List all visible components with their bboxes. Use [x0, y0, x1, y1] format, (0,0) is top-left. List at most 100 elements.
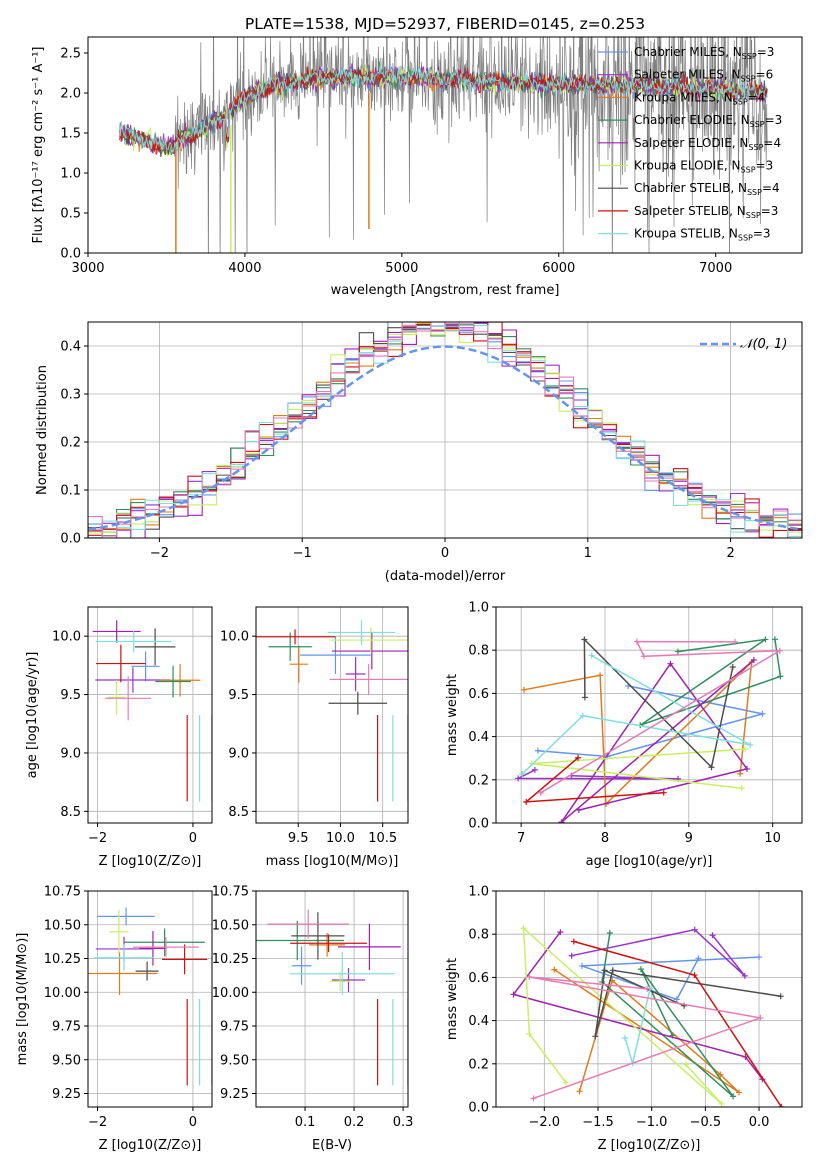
weight_vs_Z-ytick-label: 0.6	[468, 971, 489, 986]
age_vs_Z-frame	[87, 606, 213, 824]
weight_vs_Z-xtick-label: −1.5	[582, 1115, 614, 1130]
spectrum-model-line-7	[118, 66, 768, 155]
mass_vs_Z-panel: −2 0 9.25 9.50 9.75 10.00 10.25 10.50 10.75 Z [lo…	[15, 885, 213, 1153]
age_vs_Z-ylabel: age [log10(age/yr)]	[25, 652, 40, 779]
legend-eq: =3	[761, 204, 779, 218]
weight-line-1	[571, 928, 746, 977]
weight_vs_Z-ytick-label: 0.4	[468, 1014, 489, 1029]
weight-line-0	[581, 956, 760, 1001]
legend-text: Kroupa STELIB, N	[634, 227, 738, 241]
spectrum-model-line-8	[118, 65, 768, 153]
legend-label: Chabrier STELIB, NSSP=4	[634, 181, 780, 197]
weight-line-8	[521, 654, 751, 775]
spectrum-ytick-label: 1.0	[60, 167, 81, 182]
spectrum-ytick-label: 0.5	[60, 207, 81, 222]
spectrum-xtick-label: 5000	[385, 261, 418, 276]
weight-line-5	[531, 748, 746, 789]
spectrum-ylabel-text: Flux [fλ10⁻¹⁷ erg cm⁻² s⁻¹ A⁻¹]	[31, 47, 46, 244]
legend-eq: =3	[765, 113, 783, 127]
weight-line-7	[523, 757, 664, 803]
weight-marker	[537, 789, 544, 796]
legend-text: Salpeter MILES, N	[634, 68, 741, 82]
parameter-panels: −2 0 8.5 9.0 9.5 10.0 Z [log10(Z/Z⊙)] age [log1…	[15, 601, 803, 1153]
residual-ylabel: Normed distribution	[35, 365, 50, 495]
weight_vs_Z-panel: −2.0 −1.5 −1.0 −0.5 0.0 0.0 0.2 0.4 0.6 0.8 1.0 Z […	[445, 885, 803, 1153]
age_vs_Z-xtick-label: −2	[88, 831, 107, 846]
spectrum-frame	[87, 36, 803, 254]
spectrum-ticks: 3000 4000 5000 6000 7000 0.0 0.5 1.0 1.5 2.0 2.5	[60, 47, 732, 277]
weight-line-9	[540, 640, 781, 794]
spectrum-ytick-label: 2.5	[60, 47, 81, 62]
spectrum-xlabel: wavelength [Angstrom, rest frame]	[331, 283, 560, 298]
residual-legend: 𝒩(0, 1)	[700, 337, 787, 352]
spectrum-panel: PLATE=1538, MJD=52937, FIBERID=0145, z=0…	[31, 15, 803, 298]
age_vs_mass-ytick-label: 8.5	[228, 805, 249, 820]
age_vs_mass-ytick-label: 9.0	[228, 746, 249, 761]
weight_vs_Z-xtick-label: −1.0	[636, 1115, 668, 1130]
legend-eq: =3	[753, 227, 771, 241]
weight_vs_Z-xtick-label: −2.0	[529, 1115, 561, 1130]
legend-sub: SSP	[733, 97, 748, 106]
legend-sub: SSP	[742, 52, 757, 61]
weight_vs_Z-xtick-label: 0.0	[749, 1115, 770, 1130]
weight_vs_age-panel: 7 8 9 10 0.0 0.2 0.4 0.6 0.8 1.0 age [log10(age/yr…	[445, 601, 803, 869]
residual-hist-9	[88, 322, 802, 538]
mass_vs_ebv-ytick-label: 10.75	[212, 885, 249, 900]
residual-xlabel: (data-model)/error	[385, 569, 506, 584]
weight_vs_Z-ytick-label: 1.0	[468, 885, 489, 900]
weight_vs_age-ytick-label: 0.6	[468, 687, 489, 702]
legend-label: Salpeter ELODIE, NSSP=4	[634, 136, 781, 152]
legend-label: Kroupa STELIB, NSSP=3	[634, 227, 771, 243]
mass_vs_Z-ytick-label: 9.25	[52, 1087, 81, 1102]
age_vs_Z-panel: −2 0 8.5 9.0 9.5 10.0 Z [log10(Z/Z⊙)] age [log1…	[25, 606, 213, 869]
age_vs_Z-xlabel: Z [log10(Z/Z⊙)]	[99, 854, 202, 869]
mass_vs_ebv-xtick-label: 0.3	[393, 1115, 414, 1130]
legend-sub: SSP	[741, 75, 756, 84]
weight_vs_Z-ytick-label: 0.0	[468, 1101, 489, 1116]
age_vs_mass-xtick-label: 9.5	[288, 831, 309, 846]
spectrum-ytick-label: 0.0	[60, 247, 81, 262]
mass_vs_Z-ytick-label: 10.00	[44, 986, 81, 1001]
age_vs_mass-ytick-label: 10.0	[220, 630, 249, 645]
age_vs_mass-ytick-label: 9.5	[228, 688, 249, 703]
weight_vs_age-ytick-label: 0.2	[468, 773, 489, 788]
spectrum-ytick-label: 1.5	[60, 127, 81, 142]
mass_vs_ebv-ytick-label: 9.25	[220, 1087, 249, 1102]
weight_vs_age-xtick-label: 9	[685, 831, 693, 846]
residual-ytick-label: 0.0	[60, 532, 81, 547]
weight-line-4	[512, 931, 763, 1080]
mass_vs_Z-ytick-label: 9.50	[52, 1053, 81, 1068]
legend-text: Kroupa MILES, N	[634, 90, 733, 104]
age_vs_mass-xtick-label: 10.0	[326, 831, 355, 846]
mass_vs_Z-ytick-label: 10.25	[44, 952, 81, 967]
legend-eq: =4	[763, 136, 781, 150]
weight_vs_Z-ytick-label: 0.8	[468, 928, 489, 943]
legend-text: Salpeter ELODIE, N	[634, 136, 748, 150]
mass_vs_Z-marks	[88, 907, 212, 1086]
residual-xtick-label: 0	[441, 546, 449, 561]
residual-grid	[88, 322, 802, 539]
legend-label: Kroupa MILES, NSSP=4	[634, 90, 765, 106]
weight_vs_Z-ylabel: mass weight	[445, 958, 460, 1040]
legend-text: Chabrier STELIB, N	[634, 181, 747, 195]
mass_vs_Z-ytick-label: 10.75	[44, 885, 81, 900]
weight-marker	[588, 652, 595, 659]
weight-line-6	[583, 637, 734, 769]
legend-sub: SSP	[748, 143, 763, 152]
residual-ytick-label: 0.3	[60, 388, 81, 403]
legend-label: Salpeter STELIB, NSSP=3	[634, 204, 778, 220]
mass_vs_ebv-xtick-label: 0.2	[344, 1115, 365, 1130]
mass_vs_Z-frame	[87, 890, 213, 1108]
weight-line-0	[537, 685, 763, 758]
residual-ticks: −2 −1 0 1 2 0.0 0.1 0.2 0.3 0.4	[60, 340, 734, 562]
weight-line-1	[517, 769, 679, 780]
legend-text: Kroupa ELODIE, N	[634, 159, 741, 173]
age_vs_Z-ytick-label: 9.0	[60, 746, 81, 761]
residual-xtick-label: −1	[293, 546, 312, 561]
legend-text: Chabrier ELODIE, N	[634, 113, 750, 127]
spectrum-ytick-label: 2.0	[60, 87, 81, 102]
spectrum-plot-area	[118, 37, 768, 253]
mass_vs_ebv-marks	[256, 909, 408, 1086]
weight_vs_age-ytick-label: 1.0	[468, 601, 489, 616]
